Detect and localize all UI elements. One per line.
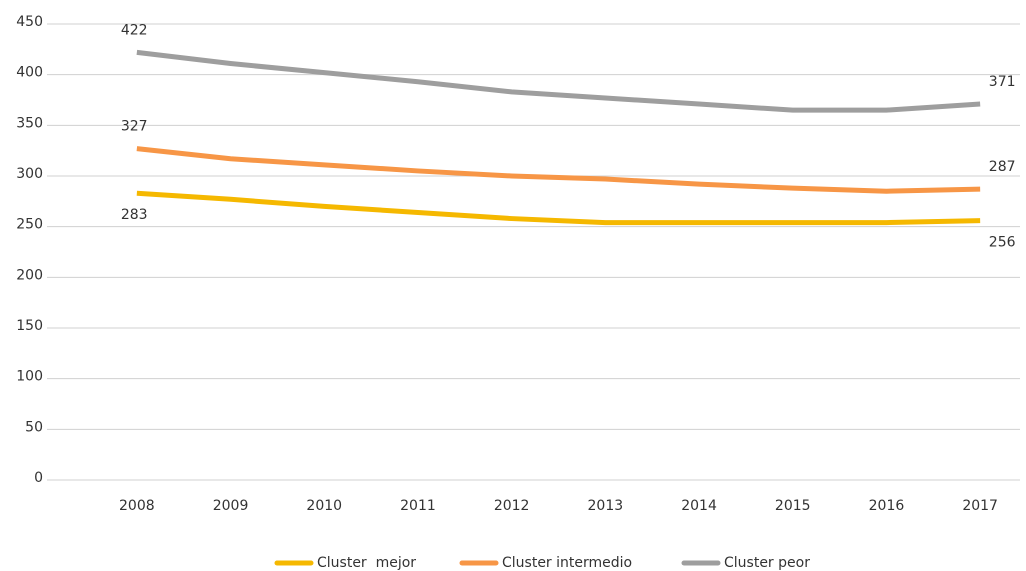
y-tick-label: 150 bbox=[16, 318, 43, 334]
series-line bbox=[136, 146, 981, 194]
x-tick-label: 2017 bbox=[962, 498, 998, 514]
data-label: 283 bbox=[121, 207, 148, 223]
y-tick-label: 0 bbox=[34, 470, 43, 486]
x-tick-label: 2013 bbox=[588, 498, 624, 514]
x-tick-label: 2008 bbox=[119, 498, 155, 514]
data-label: 256 bbox=[989, 235, 1016, 251]
data-label: 327 bbox=[121, 119, 148, 135]
y-tick-label: 300 bbox=[16, 166, 43, 182]
y-tick-label: 450 bbox=[16, 14, 43, 30]
data-label: 422 bbox=[121, 22, 148, 38]
y-tick-label: 350 bbox=[16, 115, 43, 131]
x-tick-label: 2010 bbox=[306, 498, 342, 514]
x-tick-label: 2016 bbox=[869, 498, 905, 514]
data-label: 371 bbox=[989, 74, 1016, 90]
x-tick-label: 2011 bbox=[400, 498, 436, 514]
y-tick-label: 400 bbox=[16, 65, 43, 81]
data-label: 287 bbox=[989, 159, 1016, 175]
series-line bbox=[136, 49, 981, 113]
y-tick-label: 250 bbox=[16, 217, 43, 233]
x-tick-label: 2012 bbox=[494, 498, 530, 514]
legend-label: Cluster intermedio bbox=[502, 555, 632, 571]
x-tick-label: 2014 bbox=[681, 498, 717, 514]
legend-label: Cluster peor bbox=[724, 555, 810, 571]
y-tick-label: 100 bbox=[16, 369, 43, 385]
y-tick-label: 50 bbox=[25, 419, 43, 435]
x-tick-label: 2009 bbox=[213, 498, 249, 514]
y-tick-label: 200 bbox=[16, 267, 43, 283]
legend-label: Cluster mejor bbox=[317, 555, 416, 571]
series-line bbox=[136, 190, 981, 226]
x-tick-label: 2015 bbox=[775, 498, 811, 514]
